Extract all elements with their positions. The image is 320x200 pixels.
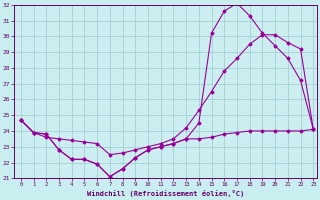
X-axis label: Windchill (Refroidissement éolien,°C): Windchill (Refroidissement éolien,°C) [87,190,244,197]
